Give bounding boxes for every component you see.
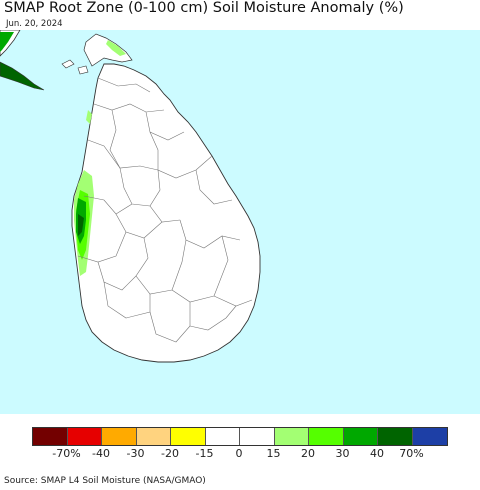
- legend-swatch: [102, 428, 137, 445]
- map-title: SMAP Root Zone (0-100 cm) Soil Moisture …: [4, 0, 404, 16]
- legend-swatch: [67, 428, 102, 445]
- sri-lanka-island: [71, 63, 261, 363]
- legend-label: 20: [301, 447, 315, 460]
- island-2: [77, 65, 89, 75]
- north-west-patch: [86, 110, 92, 124]
- jaffna-peninsula: [83, 33, 133, 67]
- legend-label: 70%: [399, 447, 424, 460]
- india-wet-patch: [0, 32, 14, 52]
- west-coast-darkest: [78, 214, 84, 236]
- legend-swatch: [33, 428, 68, 445]
- legend-label: -40: [92, 447, 110, 460]
- legend-label: 30: [335, 447, 350, 460]
- legend-label: -30: [126, 447, 145, 460]
- legend-swatch: [412, 428, 447, 445]
- legend-labels: -70% -40 -30 -20 -15 0 15 20 30 40 70%: [32, 447, 449, 461]
- legend-label: 15: [266, 447, 281, 460]
- jaffna-wet-patch: [106, 40, 126, 56]
- legend-label: 40: [370, 447, 384, 460]
- legend-swatch: [171, 428, 206, 445]
- legend-bar: [32, 427, 448, 446]
- legend-label: 0: [235, 447, 243, 460]
- legend-swatch: [136, 428, 171, 445]
- legend-label: -20: [161, 447, 179, 460]
- legend-swatch: [309, 428, 344, 445]
- legend-swatch: [378, 428, 413, 445]
- map-area: [0, 30, 480, 414]
- legend-label: -70%: [52, 447, 81, 460]
- district-borders: [77, 77, 253, 343]
- map-svg: [0, 30, 480, 414]
- legend-swatch: [274, 428, 309, 445]
- india-coast-2: [0, 61, 45, 91]
- legend-swatch: [205, 428, 240, 445]
- map-date: Jun. 20, 2024: [6, 19, 63, 29]
- source-note: Source: SMAP L4 Soil Moisture (NASA/GMAO…: [4, 476, 206, 486]
- legend-label: -15: [195, 447, 214, 460]
- island-1: [61, 59, 75, 69]
- legend-swatch: [343, 428, 378, 445]
- legend-swatch: [240, 428, 275, 445]
